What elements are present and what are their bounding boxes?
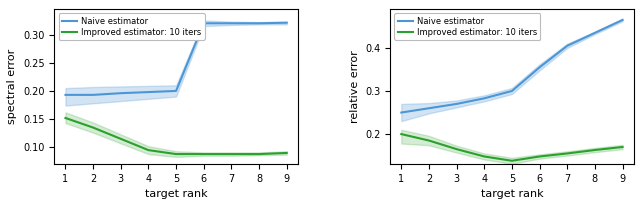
Improved estimator: 10 iters: (8, 0.088): 10 iters: (8, 0.088)	[255, 153, 263, 155]
Improved estimator: 10 iters: (4, 0.095): 10 iters: (4, 0.095)	[145, 149, 152, 151]
Naive estimator	[283, 21, 291, 24]
Improved estimator: 10 iters: (1, 0.152): 10 iters: (1, 0.152)	[61, 117, 69, 119]
Improved estimator: 10 iters: (9, 0.17): 10 iters: (9, 0.17)	[619, 146, 627, 148]
Y-axis label: spectral error: spectral error	[8, 49, 17, 124]
Improved estimator: 10 iters: (7, 0.155): 10 iters: (7, 0.155)	[563, 152, 571, 155]
Improved estimator: 10 iters: (4, 0.148): 10 iters: (4, 0.148)	[481, 155, 488, 158]
Improved estimator: 10 iters: (1, 0.2): 10 iters: (1, 0.2)	[397, 133, 405, 135]
Naive estimator	[425, 107, 433, 110]
Naive estimator	[397, 111, 405, 114]
Line: Improved estimator: 10 iters: Improved estimator: 10 iters	[65, 118, 287, 154]
Naive estimator	[536, 66, 543, 69]
Legend: Naive estimator, Improved estimator: 10 iters: Naive estimator, Improved estimator: 10 …	[59, 13, 205, 40]
Naive estimator	[619, 19, 627, 21]
Naive estimator	[172, 90, 180, 92]
Improved estimator: 10 iters: (8, 0.163): 10 iters: (8, 0.163)	[591, 149, 599, 151]
Naive estimator	[200, 22, 207, 24]
Y-axis label: relative error: relative error	[349, 50, 360, 123]
X-axis label: target rank: target rank	[145, 190, 207, 200]
Line: Naive estimator: Naive estimator	[65, 23, 287, 95]
Naive estimator	[145, 91, 152, 93]
Naive estimator	[61, 94, 69, 96]
Naive estimator	[591, 32, 599, 34]
Naive estimator	[508, 90, 516, 92]
Improved estimator: 10 iters: (6, 0.148): 10 iters: (6, 0.148)	[536, 155, 543, 158]
Naive estimator	[481, 97, 488, 100]
Naive estimator	[89, 94, 97, 96]
Improved estimator: 10 iters: (9, 0.09): 10 iters: (9, 0.09)	[283, 152, 291, 154]
Naive estimator	[255, 22, 263, 24]
Improved estimator: 10 iters: (2, 0.185): 10 iters: (2, 0.185)	[425, 139, 433, 142]
Improved estimator: 10 iters: (3, 0.115): 10 iters: (3, 0.115)	[117, 138, 125, 140]
Line: Improved estimator: 10 iters: Improved estimator: 10 iters	[401, 134, 623, 161]
Improved estimator: 10 iters: (5, 0.088): 10 iters: (5, 0.088)	[172, 153, 180, 155]
Line: Naive estimator: Naive estimator	[401, 20, 623, 113]
Naive estimator	[452, 103, 460, 105]
Naive estimator	[563, 44, 571, 47]
Improved estimator: 10 iters: (5, 0.138): 10 iters: (5, 0.138)	[508, 160, 516, 162]
Naive estimator	[228, 22, 236, 24]
Improved estimator: 10 iters: (3, 0.165): 10 iters: (3, 0.165)	[452, 148, 460, 150]
Improved estimator: 10 iters: (6, 0.088): 10 iters: (6, 0.088)	[200, 153, 207, 155]
Improved estimator: 10 iters: (2, 0.135): 10 iters: (2, 0.135)	[89, 126, 97, 129]
Improved estimator: 10 iters: (7, 0.088): 10 iters: (7, 0.088)	[228, 153, 236, 155]
X-axis label: target rank: target rank	[481, 190, 543, 200]
Legend: Naive estimator, Improved estimator: 10 iters: Naive estimator, Improved estimator: 10 …	[394, 13, 541, 40]
Naive estimator	[117, 92, 125, 94]
